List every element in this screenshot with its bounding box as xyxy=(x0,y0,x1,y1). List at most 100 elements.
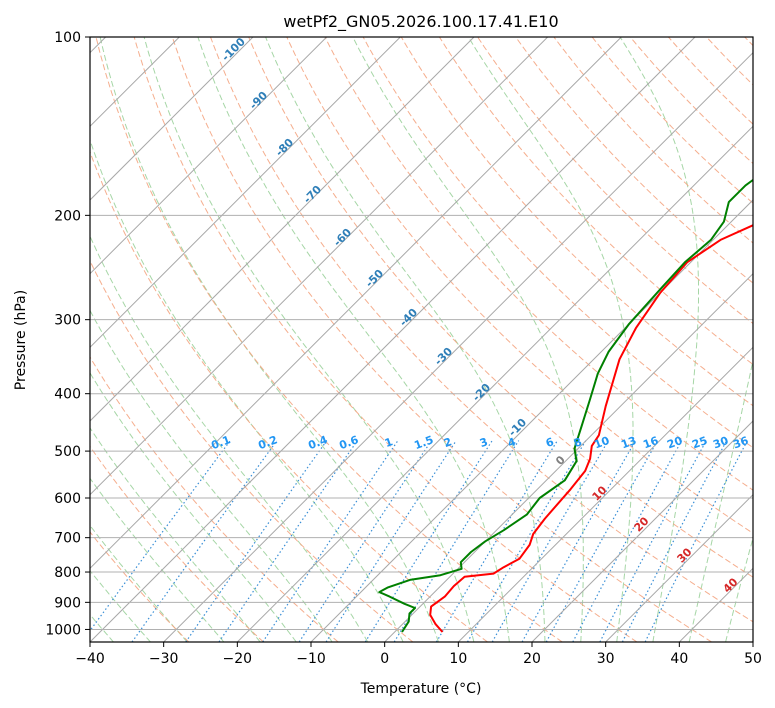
moist-adiabat xyxy=(619,37,699,642)
dry-adiabat xyxy=(90,356,339,642)
mixing-ratio-line xyxy=(262,440,399,642)
isotherm xyxy=(90,37,622,570)
isotherm xyxy=(90,37,328,275)
mixing-ratio-label: 1.5 xyxy=(412,433,435,452)
x-tick-label: 40 xyxy=(670,651,688,667)
y-tick-label: 500 xyxy=(54,444,81,460)
x-tick-label: 30 xyxy=(597,651,615,667)
mixing-ratio-line xyxy=(90,440,231,632)
dewpoint-profile xyxy=(378,178,753,633)
isotherm xyxy=(310,199,753,642)
mixing-ratio-label: 6 xyxy=(544,435,556,450)
mixing-ratio-line xyxy=(364,440,493,642)
mixing-ratio-line xyxy=(572,440,683,642)
dry-adiabat xyxy=(515,37,753,284)
x-tick-label: 20 xyxy=(523,651,541,667)
sounding-profiles xyxy=(378,178,753,633)
isotherm xyxy=(236,125,753,642)
moist-adiabat xyxy=(352,37,584,642)
mixing-ratio-line xyxy=(521,440,637,642)
mixing-ratio-label: 0.6 xyxy=(337,433,360,452)
dry-adiabat xyxy=(95,37,563,642)
moist-adiabat xyxy=(90,138,404,642)
moist-adiabat xyxy=(265,37,546,642)
y-tick-label: 800 xyxy=(54,565,81,581)
isotherm xyxy=(457,346,753,642)
isotherm xyxy=(90,37,254,201)
y-tick-label: 900 xyxy=(54,595,81,611)
moist-adiabat xyxy=(143,37,475,642)
moist-adiabat xyxy=(90,427,261,642)
dry-adiabat xyxy=(286,37,753,534)
dry-adiabat xyxy=(553,37,753,244)
moist-adiabat xyxy=(99,37,439,642)
x-tick-label: 50 xyxy=(744,651,762,667)
x-tick-label: −30 xyxy=(149,651,179,667)
moist-adiabat xyxy=(90,371,297,642)
moist-adiabat xyxy=(90,569,151,642)
moist-adiabat xyxy=(688,358,753,642)
mixing-ratio-label: 20 xyxy=(665,434,684,452)
temperature-profile xyxy=(429,224,753,633)
dry-adiabat xyxy=(248,37,753,578)
isotherm xyxy=(90,37,696,642)
dry-adiabat xyxy=(477,37,753,325)
x-tick-label: 10 xyxy=(449,651,467,667)
mixing-ratio-label: 25 xyxy=(690,434,709,451)
mixing-ratio-line xyxy=(491,440,609,642)
mixing-ratio-line xyxy=(545,440,659,642)
mixing-ratio-line xyxy=(131,440,278,642)
y-tick-label: 100 xyxy=(54,30,81,46)
axis-ticks: −40 −30 −20 −10 0 10 20 30 40 5010020030040050060… xyxy=(45,30,762,667)
mixing-ratio-label: 16 xyxy=(641,434,660,452)
mixing-ratio-label: 1 xyxy=(383,435,395,450)
mixing-ratio-label: 10 xyxy=(592,434,611,452)
isotherm xyxy=(752,641,753,642)
dry-adiabat xyxy=(400,37,753,407)
plot-area xyxy=(90,37,753,642)
x-tick-label: 0 xyxy=(380,651,389,667)
y-tick-label: 600 xyxy=(54,491,81,507)
y-tick-label: 200 xyxy=(54,208,81,224)
y-tick-label: 400 xyxy=(54,387,81,403)
x-tick-label: −20 xyxy=(223,651,253,667)
mixing-ratio-label: 30 xyxy=(711,434,730,452)
mixing-ratio-label: 0.4 xyxy=(306,433,329,452)
dry-adiabat xyxy=(324,37,753,491)
mixing-ratio-label: 8 xyxy=(572,435,584,450)
moist-adiabat xyxy=(90,477,225,642)
isotherm xyxy=(605,493,753,642)
mixing-ratio-label: 3 xyxy=(478,435,490,450)
mixing-ratio-line xyxy=(185,440,328,642)
mixing-ratio-line xyxy=(644,440,748,642)
mixing-ratio-line xyxy=(298,440,432,642)
mixing-ratio-line xyxy=(466,440,587,642)
x-tick-label: −40 xyxy=(75,651,105,667)
isotherm xyxy=(90,37,549,496)
x-tick-label: −10 xyxy=(296,651,326,667)
moist-adiabat xyxy=(90,235,369,642)
dry-adiabat xyxy=(438,37,753,366)
dry-adiabat xyxy=(90,259,414,642)
dry-adiabat xyxy=(591,37,753,204)
y-tick-label: 300 xyxy=(54,313,81,329)
dry-adiabat xyxy=(90,150,488,642)
mixing-ratio-label: 0.2 xyxy=(256,433,279,452)
mixing-ratio-label: 0.1 xyxy=(209,433,232,452)
plot-frame xyxy=(89,36,754,643)
mixing-ratio-label: 13 xyxy=(619,434,638,451)
y-tick-label: 700 xyxy=(54,531,81,547)
mixing-ratio-label: 36 xyxy=(731,434,750,452)
chart-title: wetPf2_GN05.2026.100.17.41.E10 xyxy=(283,12,558,32)
isotherm xyxy=(163,51,753,642)
mixing-ratio-label: 2 xyxy=(442,435,454,450)
isotherm xyxy=(531,420,753,642)
isotherm xyxy=(90,37,475,422)
y-axis-label: Pressure (hPa) xyxy=(13,290,29,390)
dry-adiabat xyxy=(210,37,753,623)
y-tick-label: 1000 xyxy=(45,622,81,638)
dry-adiabat xyxy=(629,37,753,165)
mixing-ratio-label: 4 xyxy=(506,435,518,450)
